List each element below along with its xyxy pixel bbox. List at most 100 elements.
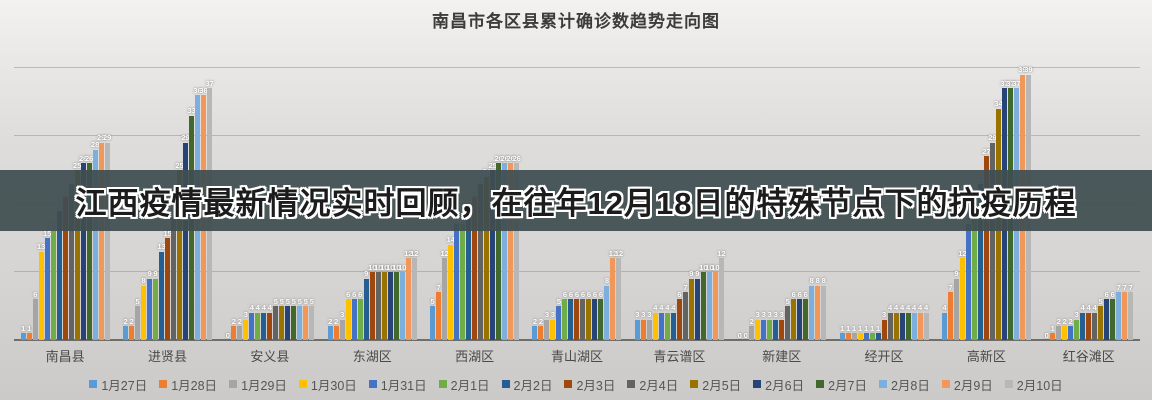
bar-data-label: 4 [942, 303, 947, 313]
bar-data-label: 9 [954, 269, 959, 279]
bar-data-label: 1 [869, 323, 875, 333]
bar-data-label: 2 [237, 316, 242, 326]
bar: 9 [147, 270, 153, 340]
x-axis-label: 西湖区 [455, 349, 495, 364]
bar-data-label: 7 [1116, 282, 1121, 292]
bar-data-label: 2 [1062, 316, 1067, 326]
bar: 5 [309, 297, 315, 340]
bar-data-label: 4 [911, 303, 917, 313]
bar-data-label: 25 [488, 160, 497, 170]
bar-data-label: 2 [129, 316, 134, 326]
bar-group-东湖区: 2 2 3 6 6 6 9 10 10 10 10 10 10 12 12 [321, 68, 423, 340]
bar: 26 [506, 155, 515, 340]
bar: 9 [953, 270, 959, 340]
bar: 7 [1122, 284, 1128, 340]
bar-data-label: 10 [705, 262, 714, 272]
bar-data-label: 3 [550, 310, 556, 320]
bar-data-label: 5 [556, 296, 562, 306]
bar: 4 [893, 304, 899, 340]
bar: 10 [392, 263, 400, 340]
bar-data-label: 10 [368, 262, 377, 272]
bar: 4 [255, 304, 261, 340]
bar: 4 [658, 304, 664, 340]
bar-data-label: 36 [199, 85, 208, 95]
bar-data-label: 0 [1044, 330, 1049, 340]
bar-data-label: 10 [699, 262, 708, 272]
bar-data-label: 4 [917, 303, 923, 313]
bar-data-label: 9 [695, 269, 700, 279]
bar: 6 [562, 291, 568, 340]
bar: 2 [532, 318, 538, 340]
bar-data-label: 5 [279, 296, 284, 306]
legend-swatch-icon [501, 380, 510, 388]
legend-item: 2月8日 [878, 375, 930, 394]
bar-data-label: 4 [665, 303, 670, 313]
bar-data-label: 9 [689, 269, 694, 279]
bar-data-label: 26 [494, 153, 503, 163]
legend-swatch-icon [1004, 380, 1013, 388]
bar: 12 [615, 250, 623, 340]
x-axis-label: 经开区 [864, 349, 904, 364]
bar-data-label: 1 [851, 323, 857, 333]
bar: 6 [592, 291, 598, 340]
bar-data-label: 14 [446, 235, 455, 245]
bar-data-label: 5 [285, 296, 290, 306]
bar-data-label: 5 [303, 296, 308, 306]
bar: 6 [568, 291, 574, 340]
bar-data-label: 7 [948, 282, 953, 292]
bar-data-label: 3 [340, 310, 345, 320]
legend-label: 2月8日 [890, 378, 930, 393]
bar: 4 [923, 304, 929, 340]
bar-data-label: 0 [225, 330, 230, 340]
bar-data-label: 6 [33, 289, 38, 299]
bar-data-label: 4 [1080, 303, 1085, 313]
bar: 26 [500, 155, 509, 340]
bar: 8 [141, 277, 147, 340]
bar-data-label: 7 [1122, 282, 1127, 292]
bar-data-label: 26 [79, 153, 88, 163]
legend-item: 2月6日 [753, 375, 804, 394]
bar: 1 [1050, 325, 1056, 340]
bar-data-label: 6 [586, 289, 592, 299]
legend-item: 2月7日 [816, 375, 867, 394]
bar-data-label: 1 [839, 323, 845, 333]
bar: 2 [129, 318, 135, 340]
bar-data-label: 5 [785, 296, 790, 306]
bar-data-label: 3 [773, 310, 778, 320]
bar-data-label: 26 [512, 153, 521, 163]
bar-data-label: 6 [346, 289, 351, 299]
bar-group-青云谱区: 3 3 3 4 4 4 4 6 7 9 9 10 10 10 12 [628, 68, 730, 340]
bar-data-label: 15 [163, 228, 172, 238]
bar-data-label: 10 [398, 262, 407, 272]
bar-data-label: 2 [334, 316, 339, 326]
bar-data-label: 13 [157, 242, 166, 252]
legend-swatch-icon [89, 380, 98, 388]
bar-data-label: 4 [249, 303, 254, 313]
bar-data-label: 6 [677, 289, 682, 299]
bar: 9 [363, 270, 369, 340]
bar: 3 [634, 311, 640, 340]
legend-label: 1月29日 [241, 378, 287, 393]
bar-data-label: 8 [815, 276, 820, 286]
bar: 4 [652, 304, 658, 340]
gridline-y10 [14, 271, 1140, 272]
bar-data-label: 4 [659, 303, 664, 313]
bar-data-label: 2 [123, 316, 128, 326]
bar-data-label: 12 [614, 248, 624, 258]
bar: 1 [845, 325, 851, 340]
bar: 5 [556, 297, 562, 340]
bar: 12 [958, 250, 967, 340]
bar-data-label: 5 [273, 296, 278, 306]
bar: 6 [351, 291, 357, 340]
bar: 8 [815, 277, 821, 340]
bar: 5 [430, 297, 436, 340]
bar: 5 [303, 297, 309, 340]
bar: 4 [1086, 304, 1092, 340]
bar-data-label: 4 [1092, 303, 1097, 313]
bar: 3 [773, 311, 779, 340]
legend-item: 1月31日 [368, 375, 427, 394]
bar: 7 [436, 284, 442, 340]
bar-data-label: 2 [1056, 316, 1061, 326]
